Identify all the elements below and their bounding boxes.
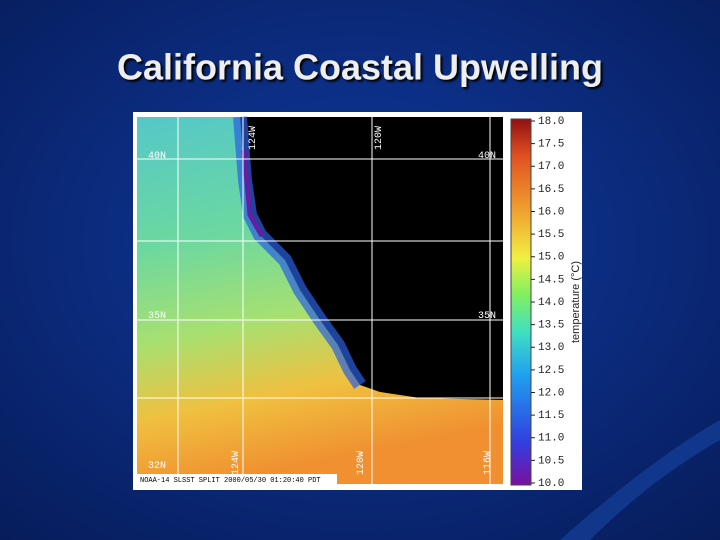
- tick-label: 15.5: [538, 229, 564, 241]
- lon-label: 120W: [374, 126, 385, 150]
- tick-label: 11.0: [538, 433, 564, 445]
- tick-label: 18.0: [538, 116, 564, 128]
- tick-label: 10.0: [538, 478, 564, 490]
- tick-label: 13.5: [538, 320, 564, 332]
- lat-label: 40N: [148, 151, 166, 162]
- caption-bg: [137, 474, 337, 484]
- lon-label: 124W: [248, 126, 259, 150]
- lat-label: 40N: [478, 151, 496, 162]
- tick-label: 13.0: [538, 342, 564, 354]
- tick-label: 16.0: [538, 206, 564, 218]
- tick-label: 17.5: [538, 139, 564, 151]
- lon-label: 116W: [483, 451, 494, 475]
- tick-label: 14.5: [538, 274, 564, 286]
- tick-label: 12.5: [538, 365, 564, 377]
- lat-label: 35N: [148, 311, 166, 322]
- colorbar-ticks: 18.0 17.5 17.0 16.5 16.0 15.5 15.0 14.5 14.0 13.5…: [531, 116, 564, 490]
- colorbar: [510, 118, 532, 486]
- tick-label: 14.0: [538, 297, 564, 309]
- lat-label: 35N: [478, 311, 496, 322]
- tick-label: 11.5: [538, 410, 564, 422]
- tick-label: 16.5: [538, 184, 564, 196]
- lon-label: 124W: [231, 451, 242, 475]
- tick-label: 12.0: [538, 387, 564, 399]
- lon-label: 120W: [356, 451, 367, 475]
- tick-label: 15.0: [538, 252, 564, 264]
- upwelling-core: [241, 149, 265, 238]
- title: California Coastal Upwelling: [117, 47, 603, 88]
- graticule: [137, 117, 503, 484]
- lat-label: 32N: [148, 461, 166, 472]
- caption: NOAA-14 SLSST SPLIT 2000/05/30 01:20:40 …: [140, 477, 321, 485]
- colorbar-label: temperature (°C): [570, 261, 582, 343]
- tick-label: 10.5: [538, 455, 564, 467]
- tick-label: 17.0: [538, 161, 564, 173]
- sst-map: 40N 40N 35N 35N 32N 124W 120W 124W 120W …: [137, 116, 503, 485]
- decoration: [560, 420, 720, 540]
